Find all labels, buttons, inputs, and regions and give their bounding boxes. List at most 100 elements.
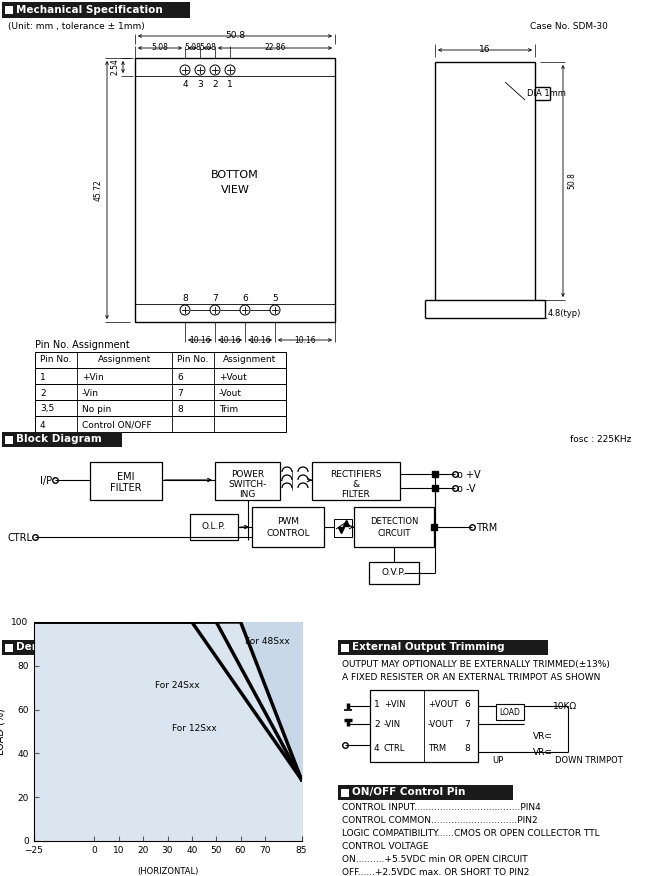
Bar: [135, 58, 335, 322]
Text: &: &: [352, 480, 360, 489]
Text: 22.86: 22.86: [264, 43, 285, 52]
Text: LOAD: LOAD: [500, 708, 521, 717]
Bar: [35, 352, 286, 368]
Text: 6: 6: [464, 700, 470, 709]
Text: -Vin: -Vin: [82, 388, 99, 398]
Bar: [334, 519, 352, 537]
Text: 10.16: 10.16: [249, 336, 271, 345]
Text: TRM: TRM: [428, 744, 446, 753]
Text: Assignment: Assignment: [98, 355, 151, 364]
Text: 5.08: 5.08: [184, 43, 201, 52]
Text: O.L.P.: O.L.P.: [202, 522, 226, 531]
Text: 2.54: 2.54: [110, 59, 119, 75]
Text: fosc : 225KHz: fosc : 225KHz: [570, 435, 631, 444]
Text: 8: 8: [177, 405, 183, 413]
Bar: [435, 62, 535, 300]
Bar: [341, 788, 349, 796]
Bar: [215, 462, 280, 500]
Text: +VIN: +VIN: [384, 700, 405, 709]
Text: 3,5: 3,5: [40, 405, 54, 413]
Text: DETECTION: DETECTION: [370, 517, 418, 526]
Text: OUTPUT MAY OPTIONALLY BE EXTERNALLY TRIMMED(±13%): OUTPUT MAY OPTIONALLY BE EXTERNALLY TRIM…: [342, 660, 610, 669]
Text: External Output Trimming: External Output Trimming: [352, 642, 505, 653]
Text: DOWN TRIMPOT: DOWN TRIMPOT: [555, 756, 622, 765]
Y-axis label: LOAD (%): LOAD (%): [0, 708, 6, 755]
Bar: [35, 368, 286, 384]
Text: 1: 1: [40, 372, 46, 382]
Bar: [252, 507, 324, 547]
Text: VIEW: VIEW: [220, 185, 249, 195]
Bar: [338, 640, 548, 655]
Bar: [90, 462, 162, 500]
Bar: [341, 644, 349, 652]
Text: Pin No. Assignment: Pin No. Assignment: [35, 340, 130, 350]
Bar: [5, 644, 13, 652]
Text: TRM: TRM: [476, 523, 497, 533]
Text: No pin: No pin: [82, 405, 111, 413]
Bar: [35, 400, 286, 416]
Text: UP: UP: [492, 756, 504, 765]
Text: PWM: PWM: [277, 517, 299, 526]
Text: I/P: I/P: [40, 476, 52, 486]
Text: 4.8(typ): 4.8(typ): [548, 308, 582, 317]
Text: 10.16: 10.16: [294, 336, 316, 345]
Bar: [5, 6, 13, 14]
Text: VR⊂: VR⊂: [533, 748, 553, 757]
Text: FILTER: FILTER: [342, 490, 371, 499]
Text: A FIXED RESISTER OR AN EXTERNAL TRIMPOT AS SHOWN: A FIXED RESISTER OR AN EXTERNAL TRIMPOT …: [342, 673, 600, 682]
Text: Control ON/OFF: Control ON/OFF: [82, 420, 151, 429]
Text: -Vout: -Vout: [219, 388, 242, 398]
Text: +Vout: +Vout: [219, 372, 247, 382]
Text: BOTTOM: BOTTOM: [211, 170, 259, 180]
Text: (Unit: mm , tolerance ± 1mm): (Unit: mm , tolerance ± 1mm): [8, 22, 145, 31]
Text: 5.08: 5.08: [199, 43, 216, 52]
Text: 10KΩ: 10KΩ: [553, 702, 577, 711]
Text: -VOUT: -VOUT: [428, 720, 454, 729]
Text: ON..........+5.5VDC min OR OPEN CIRCUIT: ON..........+5.5VDC min OR OPEN CIRCUIT: [342, 855, 528, 864]
Text: 4: 4: [374, 744, 380, 753]
Text: 4: 4: [40, 420, 46, 429]
Text: SWITCH-: SWITCH-: [228, 480, 267, 489]
Text: +VOUT: +VOUT: [428, 700, 458, 709]
Text: 10.16: 10.16: [219, 336, 241, 345]
Text: 1: 1: [227, 80, 233, 89]
Bar: [5, 435, 13, 443]
Text: 2: 2: [212, 80, 218, 89]
Text: Trim: Trim: [219, 405, 238, 413]
Text: Pin No.: Pin No.: [40, 355, 72, 364]
Bar: [369, 562, 419, 584]
Text: For 24Sxx: For 24Sxx: [155, 681, 200, 689]
Text: (HORIZONTAL): (HORIZONTAL): [137, 867, 198, 876]
Bar: [35, 384, 286, 400]
Text: 50.8: 50.8: [225, 31, 245, 40]
Bar: [370, 690, 478, 762]
Text: 2: 2: [374, 720, 380, 729]
Text: 45.72: 45.72: [94, 179, 103, 201]
Text: CIRCUIT: CIRCUIT: [377, 529, 411, 538]
Text: ING: ING: [239, 490, 256, 499]
Text: Derating Curve: Derating Curve: [16, 642, 105, 653]
Text: LOGIC COMPATIBILITY......CMOS OR OPEN COLLECTOR TTL: LOGIC COMPATIBILITY......CMOS OR OPEN CO…: [342, 829, 600, 838]
Text: O.V.P.: O.V.P.: [382, 568, 406, 577]
Bar: [190, 514, 238, 540]
Text: Case No. SDM-30: Case No. SDM-30: [530, 22, 608, 31]
Text: FILTER: FILTER: [111, 483, 142, 493]
Bar: [35, 416, 286, 432]
Text: 4: 4: [182, 80, 188, 89]
Text: 8: 8: [182, 294, 188, 303]
Text: CONTROL INPUT.....................................PIN4: CONTROL INPUT...........................…: [342, 803, 541, 812]
Text: o -V: o -V: [457, 484, 476, 494]
Bar: [338, 785, 513, 800]
Bar: [354, 507, 434, 547]
Text: 50.8: 50.8: [567, 173, 576, 189]
Text: Assignment: Assignment: [223, 355, 277, 364]
Bar: [496, 704, 524, 720]
Text: Pin No.: Pin No.: [178, 355, 208, 364]
Text: 6: 6: [242, 294, 248, 303]
Bar: [312, 462, 400, 500]
Text: CONTROL COMMON..............................PIN2: CONTROL COMMON..........................…: [342, 816, 537, 825]
Text: POWER: POWER: [231, 470, 264, 479]
Text: 7: 7: [464, 720, 470, 729]
Text: VR⊂: VR⊂: [533, 732, 553, 741]
Text: -VIN: -VIN: [384, 720, 401, 729]
